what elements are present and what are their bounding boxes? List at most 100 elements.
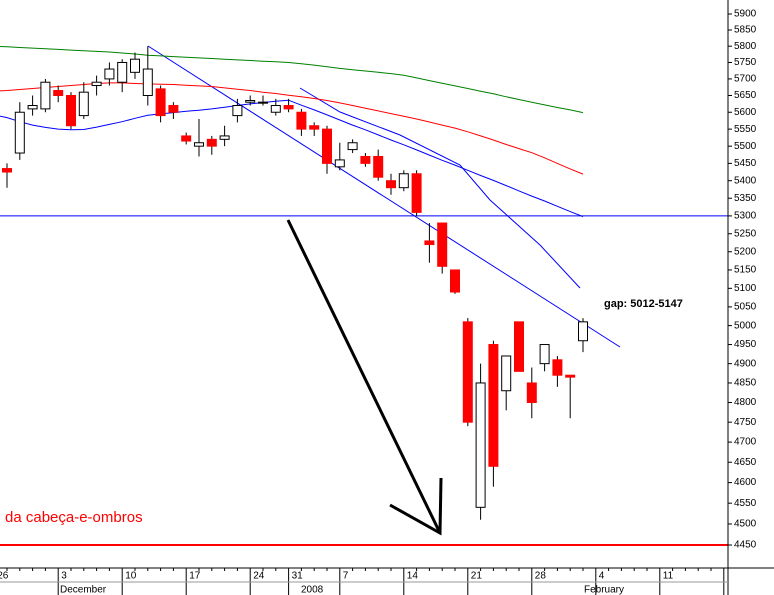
candle-body	[373, 155, 384, 178]
candle-body	[424, 240, 435, 246]
candle-body	[488, 344, 499, 467]
candle-body	[181, 135, 192, 142]
plot-area	[0, 45, 728, 547]
x-tick-label: 1	[727, 571, 733, 582]
annotation: da cabeça-e-ombros	[5, 509, 143, 526]
y-tick-label: 5650	[734, 90, 757, 101]
arrow-head	[389, 477, 443, 536]
candle-body	[2, 168, 12, 173]
y-tick-label: 5100	[734, 283, 757, 294]
x-tick-label: 28	[535, 571, 547, 582]
x-tick-label: 7	[343, 571, 349, 582]
x-tick-label: 14	[407, 571, 419, 582]
candle-body	[462, 321, 473, 423]
candle-body	[104, 68, 115, 80]
y-tick-label: 5400	[734, 175, 757, 186]
x-tick-label: 31	[292, 571, 304, 582]
x-tick-label: 17	[189, 571, 201, 582]
x-tick-label: 26	[0, 571, 9, 582]
x-tick-label: 21	[471, 571, 483, 582]
candle-body	[130, 58, 140, 73]
candle-body	[194, 142, 204, 147]
annotation: gap: 5012-5147	[604, 298, 683, 310]
y-tick-label: 4650	[734, 457, 757, 468]
candle-body	[450, 269, 460, 293]
y-tick-label: 5350	[734, 193, 757, 204]
y-tick-label: 5850	[734, 25, 757, 36]
candle-body	[66, 95, 76, 127]
x-tick-label: 10	[125, 571, 137, 582]
candle-body	[347, 142, 358, 151]
y-tick-label: 5750	[734, 57, 757, 68]
x-tick-label: 11	[663, 571, 674, 582]
candle-body	[258, 101, 268, 104]
candle-body	[526, 382, 537, 403]
y-tick-label: 5900	[734, 9, 757, 20]
candle-body	[232, 105, 243, 117]
trend-line	[299, 87, 581, 289]
y-tick-label: 5800	[734, 41, 757, 52]
y-tick-label: 5250	[734, 228, 757, 239]
candle-body	[270, 105, 281, 113]
candle-body	[117, 61, 128, 83]
y-tick-label: 5700	[734, 74, 757, 85]
y-tick-label: 5550	[734, 124, 757, 135]
candle-body	[27, 105, 38, 110]
candle-body	[206, 138, 217, 147]
y-tick-label: 5050	[734, 302, 757, 313]
candle-body	[53, 90, 64, 97]
candle-body	[475, 382, 486, 508]
arrow	[286, 219, 442, 534]
candle-body	[411, 173, 422, 213]
y-tick-label: 5600	[734, 107, 757, 118]
candle-body	[360, 155, 371, 164]
y-tick-label: 4700	[734, 437, 757, 448]
y-tick-label: 4600	[734, 477, 757, 488]
y-tick-label: 4750	[734, 417, 757, 428]
candle-body	[283, 105, 294, 110]
candle-body	[245, 100, 256, 103]
candle-body	[40, 81, 51, 110]
candle-body	[437, 222, 448, 267]
candle-body	[155, 88, 166, 117]
y-tick-label: 4550	[734, 498, 757, 509]
y-tick-label: 4800	[734, 397, 757, 408]
y-tick-label: 5000	[734, 320, 757, 331]
y-tick-label: 4450	[734, 540, 757, 551]
candle-body	[91, 81, 102, 87]
candle-body	[501, 355, 512, 392]
y-tick-label: 5200	[734, 246, 757, 257]
candle-body	[296, 111, 307, 130]
y-tick-label: 4900	[734, 358, 757, 369]
month-label: February	[584, 585, 624, 595]
y-tick-label: 5300	[734, 211, 757, 222]
x-tick-label: 4	[599, 571, 605, 582]
candle-body	[398, 173, 409, 189]
candle-body	[539, 344, 550, 365]
candle-body	[78, 91, 89, 117]
candle-body	[578, 321, 588, 342]
candle-body	[565, 374, 576, 378]
moving-average	[0, 45, 584, 114]
y-tick-label: 5150	[734, 265, 757, 276]
x-tick-label: 24	[253, 571, 265, 582]
candle-body	[142, 68, 153, 97]
candle-body	[322, 128, 332, 164]
y-tick-label: 4950	[734, 339, 757, 350]
x-tick-label: 3	[61, 571, 67, 582]
month-label: December	[60, 585, 107, 595]
candle-body	[219, 135, 230, 140]
trend-line	[147, 45, 621, 348]
candle-body	[386, 180, 396, 189]
candle-body	[309, 125, 320, 130]
y-tick-label: 4500	[734, 519, 757, 530]
y-tick-label: 5450	[734, 158, 757, 169]
candle-body	[514, 321, 524, 372]
candle-body	[552, 359, 563, 376]
candle-body	[168, 105, 179, 113]
y-tick-label: 4850	[734, 378, 757, 389]
candle-body	[14, 111, 25, 154]
month-label: 2008	[301, 585, 324, 595]
